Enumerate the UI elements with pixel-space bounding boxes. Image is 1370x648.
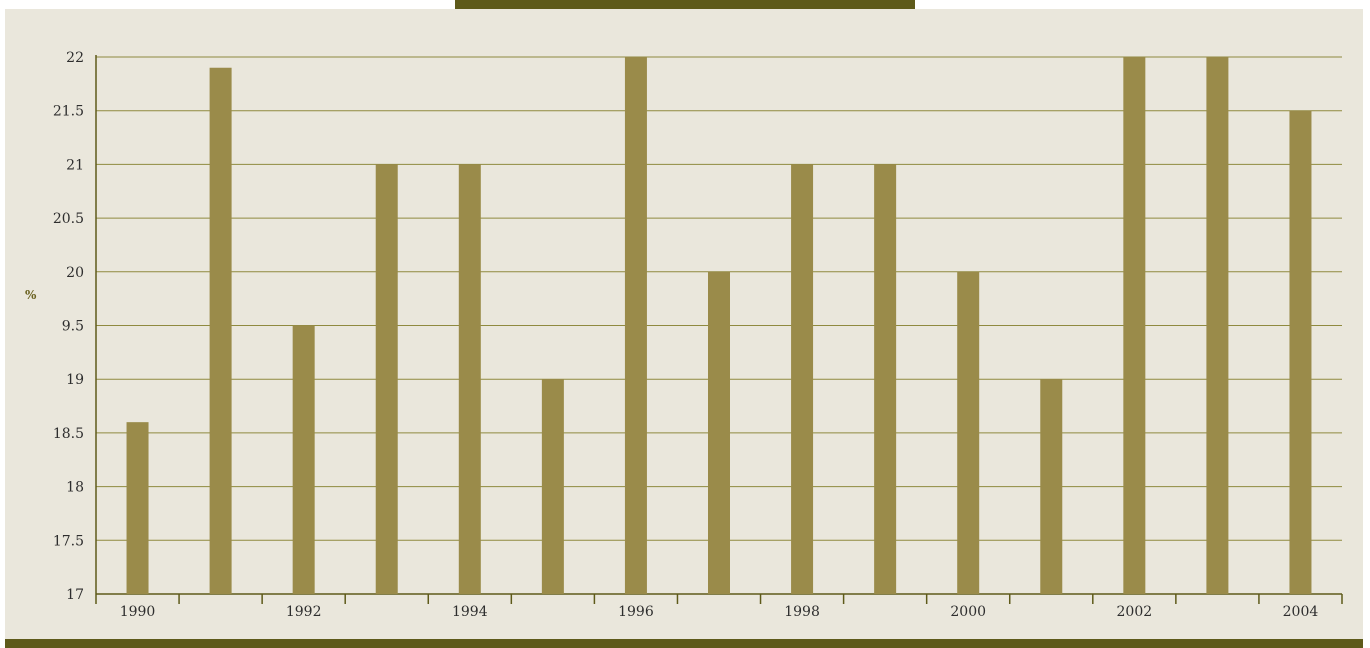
bar-1994 [458, 164, 481, 594]
top-accent-bar [455, 0, 915, 9]
bar-1999 [874, 164, 897, 594]
bar-2002 [1123, 57, 1146, 594]
bar-1993 [375, 164, 398, 594]
x-tick-label: 1998 [784, 604, 820, 620]
bar-1995 [541, 379, 564, 594]
bar-1996 [624, 57, 647, 594]
x-tick-label: 1992 [286, 604, 322, 620]
x-tick-label: 2000 [950, 604, 986, 620]
y-tick-label: 17.5 [53, 533, 84, 549]
bar-1992 [292, 325, 315, 594]
y-tick-label: 21 [66, 157, 84, 173]
y-tick-label: 9.5 [62, 319, 84, 335]
x-tick-label: 1996 [618, 604, 654, 620]
y-axis-label: % [25, 288, 37, 302]
y-tick-label: 20.5 [53, 211, 84, 227]
y-tick-label: 18.5 [53, 426, 84, 442]
bar-2003 [1206, 57, 1229, 594]
bar-2004 [1289, 110, 1312, 594]
bottom-accent-bar [5, 639, 1363, 648]
y-tick-label: 18 [66, 480, 84, 496]
y-tick-label: 17 [66, 587, 84, 603]
x-tick-label: 2004 [1283, 604, 1319, 620]
bar-1998 [791, 164, 814, 594]
bar-2000 [957, 271, 980, 594]
x-tick-label: 1990 [120, 604, 156, 620]
bar-2001 [1040, 379, 1063, 594]
bar-1990 [126, 422, 149, 594]
bar-1997 [708, 271, 730, 594]
y-tick-label: 22 [66, 50, 84, 66]
x-tick-label: 1994 [452, 604, 488, 620]
y-tick-label: 19 [66, 372, 84, 388]
bar-1991 [209, 67, 232, 595]
y-tick-label: 20 [66, 265, 84, 281]
x-tick-label: 2002 [1117, 604, 1153, 620]
y-tick-label: 21.5 [53, 104, 84, 120]
